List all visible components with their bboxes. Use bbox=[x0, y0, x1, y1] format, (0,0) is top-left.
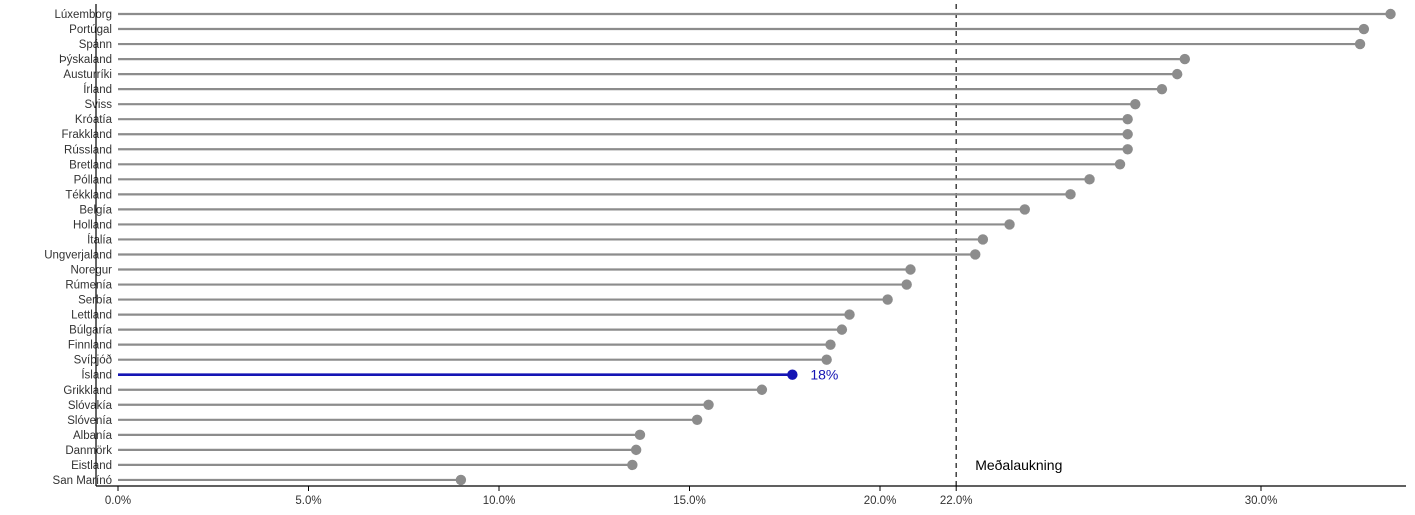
lollipop-dot-row-6 bbox=[1130, 98, 1141, 110]
lollipop-dot-row-19 bbox=[882, 294, 893, 305]
x-tick-label-2: 10.0% bbox=[483, 495, 516, 507]
y-tick-label-row-28: Albanía bbox=[73, 430, 113, 442]
lollipop-dot-row-27 bbox=[691, 414, 703, 426]
x-tick-label-3: 15.0% bbox=[673, 495, 706, 507]
y-tick-label-row-11: Pólland bbox=[74, 174, 112, 186]
lollipop-dot-row-17 bbox=[905, 264, 916, 275]
lollipop-dot-row-26 bbox=[703, 399, 714, 410]
lollipop-dot-row-9 bbox=[1122, 144, 1133, 155]
lollipop-dot-row-31 bbox=[455, 474, 467, 486]
y-tick-label-row-22: Finnland bbox=[68, 340, 112, 352]
lollipop-dot-row-18 bbox=[901, 279, 912, 290]
lollipop-marks: 18% bbox=[118, 8, 1396, 486]
lollipop-dot-row-0 bbox=[1385, 8, 1396, 20]
x-tick-label-6: 30.0% bbox=[1245, 495, 1278, 507]
x-tick-label-4: 20.0% bbox=[864, 495, 897, 507]
y-tick-label-row-17: Noregur bbox=[70, 265, 112, 277]
y-tick-label-row-23: Svíþjóð bbox=[74, 355, 112, 367]
lollipop-dot-row-15 bbox=[977, 234, 989, 245]
lollipop-dot-row-8 bbox=[1122, 129, 1133, 140]
lollipop-dot-row-1 bbox=[1358, 23, 1370, 35]
lollipop-dot-row-22 bbox=[825, 339, 836, 350]
lollipop-dot-row-4 bbox=[1171, 68, 1183, 80]
lollipop-dot-row-13 bbox=[1019, 204, 1030, 215]
y-tick-label-row-30: Eistland bbox=[71, 460, 112, 472]
y-tick-label-row-31: San Marínó bbox=[53, 475, 112, 487]
lollipop-dot-row-3 bbox=[1179, 53, 1191, 65]
y-tick-label-row-8: Frakkland bbox=[62, 129, 113, 141]
y-tick-label-row-1: Portúgal bbox=[69, 24, 112, 36]
y-tick-label-row-16: Ungverjaland bbox=[44, 249, 112, 261]
lollipop-dot-row-30 bbox=[627, 459, 638, 471]
lollipop-dot-row-2 bbox=[1354, 38, 1366, 50]
reference-line-label: Meðalaukning bbox=[975, 457, 1062, 473]
y-tick-label-row-20: Lettland bbox=[71, 310, 112, 322]
lollipop-dot-row-7 bbox=[1122, 114, 1133, 125]
y-tick-label-row-5: Írland bbox=[83, 83, 112, 96]
y-tick-label-row-15: Ítalía bbox=[87, 233, 113, 246]
x-tick-label-1: 5.0% bbox=[295, 495, 321, 507]
axes bbox=[95, 4, 1406, 487]
highlight-value-label: 18% bbox=[810, 367, 838, 383]
y-tick-label-row-27: Slóvenía bbox=[67, 415, 112, 427]
y-tick-label-row-21: Búlgaría bbox=[69, 325, 112, 337]
lollipop-dot-row-12 bbox=[1065, 189, 1076, 200]
lollipop-dot-row-24 bbox=[787, 369, 798, 380]
lollipop-dot-row-11 bbox=[1084, 174, 1095, 185]
y-tick-label-row-3: Þýskaland bbox=[59, 54, 112, 66]
reference-line-group: Meðalaukning bbox=[955, 4, 1062, 486]
lollipop-dot-row-10 bbox=[1114, 159, 1126, 170]
lollipop-dot-row-14 bbox=[1004, 219, 1015, 230]
lollipop-dot-row-20 bbox=[844, 309, 855, 320]
lollipop-dot-row-16 bbox=[970, 249, 981, 260]
lollipop-dot-row-29 bbox=[630, 444, 642, 456]
y-tick-label-row-10: Bretland bbox=[69, 159, 112, 171]
lollipop-dot-row-5 bbox=[1156, 83, 1168, 95]
y-tick-label-row-14: Holland bbox=[73, 219, 112, 231]
y-tick-label-row-26: Slóvakía bbox=[68, 400, 113, 412]
y-tick-label-row-29: Danmörk bbox=[65, 445, 112, 457]
y-tick-label-row-9: Rússland bbox=[64, 144, 112, 156]
lollipop-dot-row-28 bbox=[634, 429, 646, 441]
lollipop-dot-row-23 bbox=[821, 354, 832, 365]
lollipop-dot-row-21 bbox=[836, 324, 848, 335]
y-tick-label-row-7: Króatía bbox=[75, 114, 113, 126]
y-tick-label-row-4: Austurríki bbox=[63, 69, 112, 81]
lollipop-dot-row-25 bbox=[756, 384, 768, 395]
x-tick-label-0: 0.0% bbox=[105, 495, 131, 507]
y-tick-label-row-2: Spánn bbox=[79, 39, 112, 51]
y-tick-label-row-0: Lúxemborg bbox=[54, 9, 112, 21]
y-tick-label-row-24: Ísland bbox=[81, 369, 112, 382]
y-tick-label-row-25: Grikkland bbox=[63, 385, 112, 397]
y-tick-label-row-18: Rúmenía bbox=[65, 280, 112, 292]
y-tick-label-row-19: Serbía bbox=[78, 295, 112, 307]
x-tick-label-5: 22.0% bbox=[940, 495, 973, 507]
x-axis-ticks: 0.0% 5.0% 10.0% 15.0% 20.0% 22.0% 30.0% bbox=[105, 486, 1277, 507]
y-tick-label-row-6: Sviss bbox=[85, 99, 113, 111]
y-axis-labels: Lúxemborg Portúgal Spánn Þýskaland Austurrík… bbox=[44, 9, 112, 487]
y-tick-label-row-12: Tékkland bbox=[65, 189, 112, 201]
